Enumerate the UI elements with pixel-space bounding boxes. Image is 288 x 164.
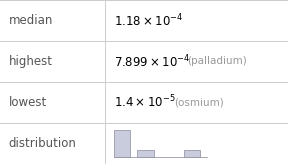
Text: $1.4\times10^{-5}$: $1.4\times10^{-5}$: [114, 94, 175, 111]
Bar: [184, 151, 200, 157]
Text: (osmium): (osmium): [174, 98, 224, 107]
Text: highest: highest: [9, 55, 53, 68]
Text: lowest: lowest: [9, 96, 47, 109]
Bar: [137, 151, 154, 157]
Bar: [114, 130, 130, 157]
Text: (palladium): (palladium): [187, 57, 247, 66]
Text: $7.899\times10^{-4}$: $7.899\times10^{-4}$: [114, 53, 190, 70]
Text: $1.18\times10^{-4}$: $1.18\times10^{-4}$: [114, 12, 183, 29]
Text: distribution: distribution: [9, 137, 77, 150]
Text: median: median: [9, 14, 53, 27]
